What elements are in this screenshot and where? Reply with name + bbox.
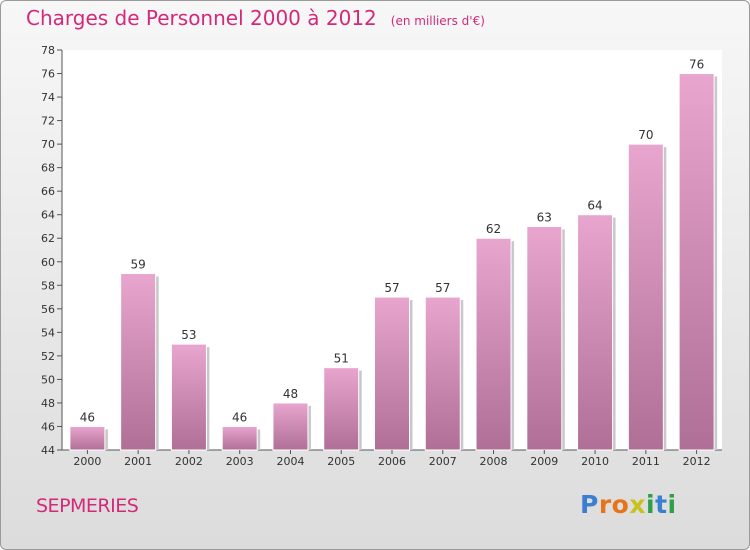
x-tick-label: 2007 (429, 455, 457, 468)
x-tick-label: 2005 (327, 455, 355, 468)
x-tick-label: 2011 (632, 455, 660, 468)
bar-value-label: 62 (486, 222, 501, 236)
bar (120, 273, 157, 451)
x-tick-label: 2003 (226, 455, 254, 468)
y-tick-label: 56 (41, 303, 55, 316)
bar (170, 343, 207, 451)
chart-title-text: Charges de Personnel 2000 à 2012 (26, 6, 377, 30)
logo-letter: r (598, 490, 612, 519)
bar (627, 143, 664, 451)
x-tick-label: 2000 (73, 455, 101, 468)
y-tick-label: 46 (41, 420, 55, 433)
y-tick-label: 76 (41, 68, 55, 81)
bar (475, 237, 512, 451)
bar (577, 214, 614, 451)
bar (221, 425, 258, 451)
y-tick-label: 78 (41, 44, 55, 57)
y-tick-label: 70 (41, 138, 55, 151)
y-tick-label: 48 (41, 397, 55, 410)
logo-letter: o (611, 490, 630, 519)
bar (526, 225, 563, 451)
y-tick-label: 60 (41, 256, 55, 269)
chart-subtitle: (en milliers d'€) (390, 14, 485, 28)
y-tick-label: 52 (41, 350, 55, 363)
bar-value-label: 57 (384, 281, 399, 295)
bar-value-label: 51 (334, 352, 349, 366)
bar (323, 367, 360, 451)
x-tick-label: 2006 (378, 455, 406, 468)
x-tick-label: 2009 (530, 455, 558, 468)
logo-letter: i (667, 490, 677, 519)
bar-value-label: 70 (638, 128, 653, 142)
logo-letter: x (629, 490, 646, 519)
bar-value-label: 63 (537, 210, 552, 224)
y-tick-label: 72 (41, 115, 55, 128)
bar-value-label: 46 (232, 410, 247, 424)
x-tick-label: 2010 (581, 455, 609, 468)
bar-value-label: 57 (435, 281, 450, 295)
bar-value-label: 64 (587, 199, 602, 213)
logo-letter: P (580, 490, 599, 519)
y-tick-label: 64 (41, 209, 55, 222)
proxiti-logo[interactable]: Proxiti (580, 490, 677, 519)
x-tick-label: 2004 (276, 455, 304, 468)
commune-name: SEPMERIES (36, 495, 139, 517)
y-tick-label: 44 (41, 444, 55, 457)
bar-value-label: 59 (131, 258, 146, 272)
x-tick-label: 2012 (683, 455, 711, 468)
x-tick-label: 2001 (124, 455, 152, 468)
chart-title: Charges de Personnel 2000 à 2012 (en mill… (26, 6, 485, 30)
y-tick-label: 66 (41, 185, 55, 198)
y-tick-label: 58 (41, 279, 55, 292)
y-tick-label: 68 (41, 162, 55, 175)
y-tick-label: 62 (41, 232, 55, 245)
logo-letter: i (646, 490, 656, 519)
bar-value-label: 46 (80, 410, 95, 424)
y-tick-label: 74 (41, 91, 55, 104)
y-tick-label: 54 (41, 326, 55, 339)
bar-value-label: 53 (181, 328, 196, 342)
x-tick-label: 2008 (480, 455, 508, 468)
bar-value-label: 76 (689, 58, 704, 72)
bar (678, 73, 715, 451)
bar (272, 402, 309, 451)
y-tick-label: 50 (41, 373, 55, 386)
bar-value-label: 48 (283, 387, 298, 401)
bar (424, 296, 461, 451)
x-tick-label: 2002 (175, 455, 203, 468)
bar (69, 425, 106, 451)
logo-letter: t (655, 490, 668, 519)
bar (374, 296, 410, 451)
